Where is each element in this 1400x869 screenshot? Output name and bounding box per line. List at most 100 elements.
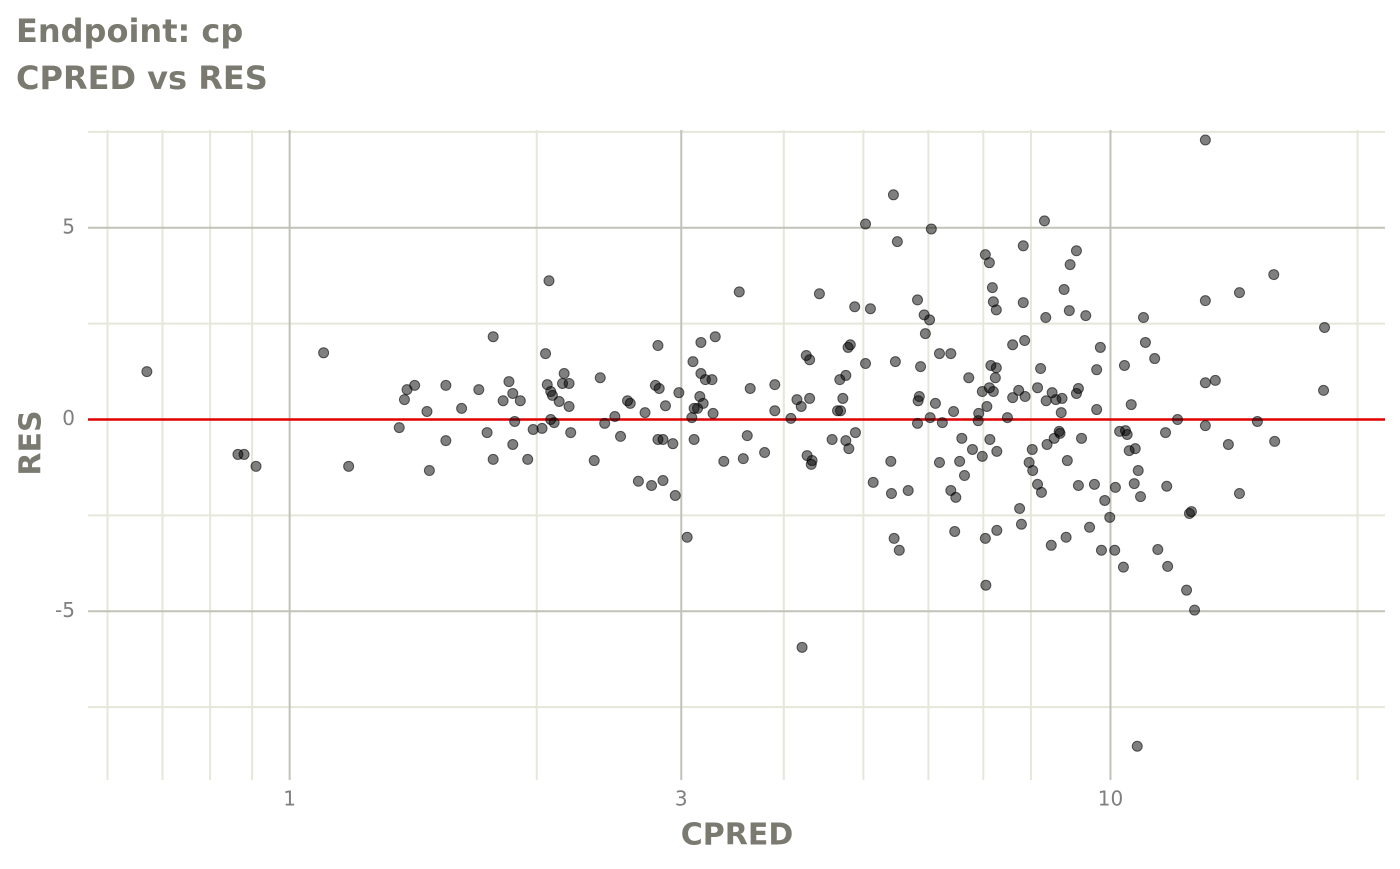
point: [804, 392, 816, 404]
point: [1026, 443, 1038, 455]
point: [543, 275, 555, 287]
point: [540, 348, 552, 360]
point: [945, 348, 957, 360]
point: [1233, 488, 1245, 500]
point: [1041, 438, 1053, 450]
point: [686, 412, 698, 424]
point: [456, 402, 468, 414]
point: [1063, 305, 1075, 317]
point: [695, 336, 707, 348]
point: [687, 356, 699, 368]
point: [1222, 438, 1234, 450]
point: [1149, 353, 1161, 365]
point: [887, 189, 899, 201]
point: [487, 453, 499, 465]
point: [440, 435, 452, 447]
point: [826, 433, 838, 445]
x-tick-label: 3: [675, 787, 688, 811]
point: [563, 400, 575, 412]
point: [1121, 428, 1133, 440]
point: [1070, 245, 1082, 257]
point: [238, 448, 250, 460]
point: [976, 450, 988, 462]
point: [733, 286, 745, 298]
point: [1091, 404, 1103, 416]
point: [849, 301, 861, 313]
point: [902, 484, 914, 496]
point: [795, 400, 807, 412]
point: [473, 384, 485, 396]
point: [1129, 443, 1141, 455]
point: [509, 415, 521, 427]
point: [924, 314, 936, 326]
point: [966, 443, 978, 455]
point: [250, 460, 262, 472]
point: [806, 455, 818, 467]
point: [984, 433, 996, 445]
point: [514, 395, 526, 407]
point: [657, 475, 669, 487]
point: [599, 417, 611, 429]
point: [697, 397, 709, 409]
point: [667, 438, 679, 450]
point: [507, 387, 519, 399]
point: [1064, 259, 1076, 271]
point: [885, 455, 897, 467]
point: [1058, 284, 1070, 296]
point: [497, 395, 509, 407]
point: [624, 397, 636, 409]
point: [1172, 414, 1184, 426]
point: [891, 236, 903, 248]
point: [958, 470, 970, 482]
point: [860, 358, 872, 370]
point: [885, 488, 897, 500]
point: [1072, 479, 1084, 491]
point: [933, 456, 945, 468]
point: [1017, 297, 1029, 309]
point: [688, 433, 700, 445]
point: [744, 382, 756, 394]
point: [983, 257, 995, 269]
point: [1007, 392, 1019, 404]
point: [565, 427, 577, 439]
point: [963, 372, 975, 384]
point: [844, 339, 856, 351]
point: [709, 331, 721, 343]
point: [1094, 341, 1106, 353]
point: [1055, 407, 1067, 419]
point: [1084, 521, 1096, 533]
point: [609, 410, 621, 422]
point: [1080, 310, 1092, 322]
point: [548, 417, 560, 429]
point: [1027, 465, 1039, 477]
point: [646, 479, 658, 491]
point: [954, 455, 966, 467]
point: [933, 348, 945, 360]
point: [318, 347, 330, 359]
point: [423, 465, 435, 477]
point: [948, 405, 960, 417]
point: [860, 218, 872, 230]
point: [769, 379, 781, 391]
point: [912, 417, 924, 429]
point: [553, 396, 565, 408]
point: [588, 455, 600, 467]
point: [1095, 544, 1107, 556]
point: [889, 356, 901, 368]
point: [867, 476, 879, 488]
point: [1076, 432, 1088, 444]
point: [669, 489, 681, 501]
point: [639, 407, 651, 419]
point: [1032, 382, 1044, 394]
point: [1125, 399, 1137, 411]
point: [785, 412, 797, 424]
point: [1117, 561, 1129, 573]
point: [1019, 391, 1031, 403]
point: [141, 366, 153, 378]
point: [1035, 486, 1047, 498]
point: [835, 405, 847, 417]
point: [1251, 415, 1263, 427]
point: [1038, 215, 1050, 227]
point: [1185, 506, 1197, 518]
point: [594, 372, 606, 384]
